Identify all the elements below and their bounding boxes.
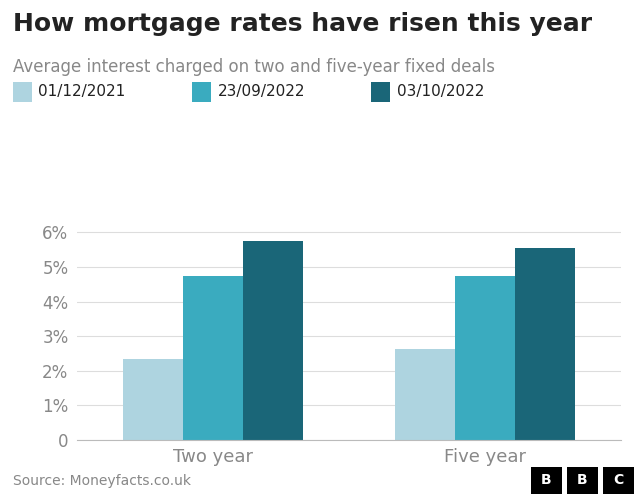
Bar	[243, 241, 303, 440]
Bar	[183, 276, 243, 440]
Text: Average interest charged on two and five-year fixed deals: Average interest charged on two and five…	[13, 58, 495, 76]
Bar	[455, 276, 515, 440]
Text: 23/09/2022: 23/09/2022	[218, 84, 305, 99]
Text: B: B	[541, 473, 552, 487]
Text: 01/12/2021: 01/12/2021	[38, 84, 125, 99]
Bar	[123, 359, 183, 440]
Text: C: C	[613, 473, 623, 487]
Text: 03/10/2022: 03/10/2022	[397, 84, 484, 99]
Text: B: B	[577, 473, 588, 487]
Text: How mortgage rates have risen this year: How mortgage rates have risen this year	[13, 12, 592, 36]
Text: Source: Moneyfacts.co.uk: Source: Moneyfacts.co.uk	[13, 474, 191, 488]
Bar	[395, 348, 455, 440]
Bar	[515, 248, 575, 440]
